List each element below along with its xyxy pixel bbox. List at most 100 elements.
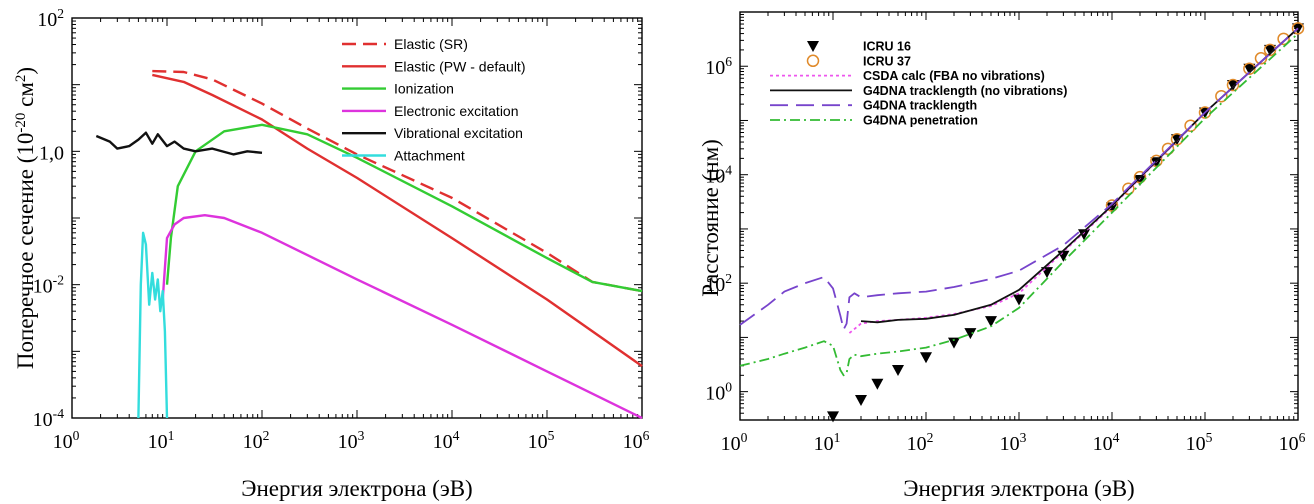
data-point-icru37 xyxy=(1254,52,1268,65)
chart-2: 100 101 102 103 104 105 106100102104106Энергия… xyxy=(698,11,1306,501)
x-tick-label-exp: 5 xyxy=(1206,430,1213,445)
legend-label: G4DNA tracklength (no vibrations) xyxy=(863,84,1067,98)
y-label-part: Поперечное сечение (10 xyxy=(13,133,38,370)
y-tick-label-exp: 2 xyxy=(57,6,64,21)
x-tick-label: 101 xyxy=(148,428,175,453)
y-tick-label: 102 xyxy=(37,6,64,31)
x-tick-label-base: 10 xyxy=(338,431,358,453)
y-tick-label-base: 10 xyxy=(33,409,53,431)
data-point-icru37 xyxy=(1243,62,1256,75)
x-tick-label-base: 10 xyxy=(814,433,834,455)
legend-label: CSDA calc (FBA no vibrations) xyxy=(863,69,1045,83)
data-point-icru37 xyxy=(1170,133,1184,146)
y-tick-label: 1,0 xyxy=(39,142,64,164)
series-line-1-6 xyxy=(137,231,169,419)
x-tick-label: 105 xyxy=(1186,430,1213,455)
x-tick-label-exp: 5 xyxy=(548,428,555,443)
x-tick-label: 106 xyxy=(623,428,650,453)
legend-label: ICRU 37 xyxy=(863,54,911,68)
plot-frame xyxy=(71,17,643,419)
data-point-icru16 xyxy=(1057,250,1070,262)
data-point-icru16 xyxy=(871,378,884,390)
series-line-1-2 xyxy=(152,73,643,368)
legend-label: Elastic (SR) xyxy=(394,36,468,52)
x-tick-label-exp: 2 xyxy=(927,430,934,445)
y-tick-label: 10-4 xyxy=(33,406,65,431)
x-tick-label-base: 10 xyxy=(148,431,168,453)
y-label-part: см xyxy=(13,82,38,113)
x-tick-label: 100 xyxy=(721,430,748,455)
legend-label: G4DNA tracklength xyxy=(863,99,977,113)
x-tick-label-base: 10 xyxy=(53,431,73,453)
x-tick-label: 104 xyxy=(1093,430,1120,455)
y-tick-label: 100 xyxy=(705,380,732,405)
y-tick-label: 10-2 xyxy=(33,273,65,298)
data-point-icru16 xyxy=(985,316,998,328)
y-label-sup: 2 xyxy=(13,75,29,83)
y-tick-label-exp: -2 xyxy=(53,273,65,288)
legend-label: Ionization xyxy=(394,81,454,97)
x-tick-label-base: 10 xyxy=(528,431,548,453)
series-line-2-6 xyxy=(739,32,1299,377)
legend: Elastic (SR) Elastic (PW - default) Ioniza… xyxy=(342,36,525,164)
x-tick-label-base: 10 xyxy=(907,433,927,455)
data-point-icru37 xyxy=(1161,142,1175,156)
legend-label: Attachment xyxy=(394,148,465,164)
x-tick-label-exp: 1 xyxy=(168,428,175,443)
data-point-icru16 xyxy=(1078,229,1091,241)
x-tick-label: 104 xyxy=(433,428,460,453)
x-tick-label-base: 10 xyxy=(721,433,741,455)
legend-label: G4DNA penetration xyxy=(863,114,978,128)
data-point-icru16 xyxy=(947,337,960,349)
data-point-icru37 xyxy=(1226,78,1240,92)
data-point-icru16 xyxy=(1243,63,1256,75)
data-point-icru37 xyxy=(1133,170,1147,184)
data-point-icru37 xyxy=(1291,22,1305,35)
legend-label: ICRU 16 xyxy=(863,40,911,54)
data-point-icru37 xyxy=(1263,43,1277,57)
data-point-icru37 xyxy=(1122,182,1135,196)
y-axis-label: Расстояние (нм) xyxy=(698,139,723,297)
x-tick-label-exp: 4 xyxy=(453,428,460,443)
legend-label: Vibrational excitation xyxy=(394,125,523,141)
y-label-part: ) xyxy=(13,67,38,75)
data-point-icru37 xyxy=(1105,199,1119,212)
data-point-icru16 xyxy=(964,328,977,340)
x-tick-label-base: 10 xyxy=(1279,433,1299,455)
y-tick-label-base: 1,0 xyxy=(39,142,64,164)
x-tick-label: 102 xyxy=(243,428,270,453)
y-tick-label-exp: 2 xyxy=(725,271,732,286)
x-tick-label-base: 10 xyxy=(243,431,263,453)
series-line-1-4 xyxy=(161,214,643,420)
data-point-icru16 xyxy=(1013,294,1025,306)
data-point-icru16 xyxy=(854,395,867,407)
y-tick-label-base: 10 xyxy=(33,276,53,298)
data-point-icru16 xyxy=(827,411,839,423)
x-tick-label-base: 10 xyxy=(1093,433,1113,455)
x-tick-label: 103 xyxy=(338,428,365,453)
x-tick-label-base: 10 xyxy=(1000,433,1020,455)
data-point-icru16 xyxy=(1106,202,1118,214)
y-tick-label-base: 10 xyxy=(705,274,725,296)
x-tick-label: 102 xyxy=(907,430,934,455)
data-point-icru16 xyxy=(920,352,932,364)
x-tick-label-exp: 4 xyxy=(1113,430,1120,445)
y-tick-label-exp: 4 xyxy=(725,163,732,178)
x-tick-label-base: 10 xyxy=(623,431,643,453)
x-tick-label-exp: 3 xyxy=(1020,430,1027,445)
y-label-sup: -20 xyxy=(13,113,29,133)
x-tick-label-exp: 3 xyxy=(358,428,365,443)
legend-marker xyxy=(806,54,820,68)
series-line-1-3 xyxy=(165,123,643,293)
legend-label: Electronic excitation xyxy=(394,103,519,119)
y-tick-label-base: 10 xyxy=(37,9,57,31)
data-point-icru16 xyxy=(892,365,905,377)
x-axis-label: Энергия электрона (эВ) xyxy=(241,476,472,501)
x-tick-label: 101 xyxy=(814,430,841,455)
y-tick-label-exp: 0 xyxy=(725,380,732,395)
y-tick-label-base: 10 xyxy=(705,166,725,188)
y-tick-label-base: 10 xyxy=(705,57,725,79)
y-tick-label: 106 xyxy=(705,54,732,79)
x-tick-label: 100 xyxy=(53,428,80,453)
